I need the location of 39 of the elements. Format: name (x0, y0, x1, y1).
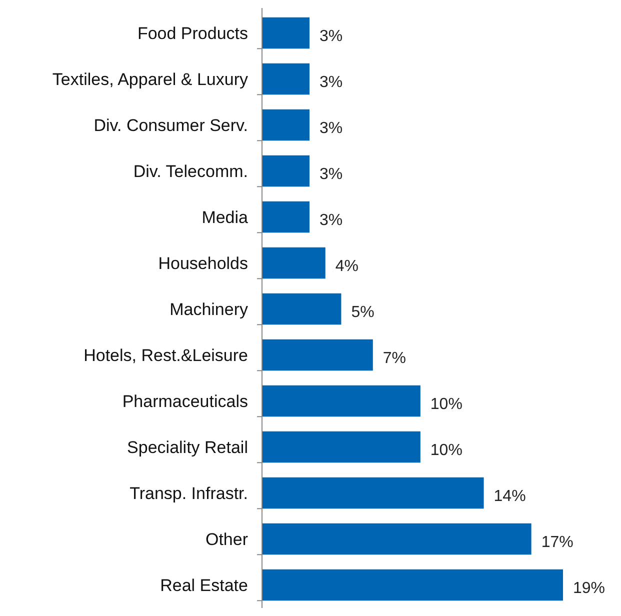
bar (262, 477, 484, 509)
y-tick-label: Hotels, Rest.&Leisure (84, 346, 248, 365)
bar (262, 63, 310, 95)
data-label: 3% (320, 120, 343, 137)
data-label: 3% (320, 212, 343, 229)
bar (262, 247, 326, 279)
bar (262, 17, 310, 49)
y-tick-label: Div. Consumer Serv. (94, 116, 248, 135)
bar (262, 293, 342, 325)
y-tick-label: Households (158, 254, 248, 273)
data-label: 3% (320, 28, 343, 45)
data-label: 10% (430, 442, 462, 459)
bar (262, 109, 310, 141)
data-label: 3% (320, 74, 343, 91)
y-tick-label: Other (205, 530, 248, 549)
data-label: 7% (382, 350, 406, 367)
y-tick-label: Transp. Infrastr. (130, 484, 248, 503)
bar (262, 155, 310, 187)
data-label: 5% (351, 304, 374, 321)
bar (262, 385, 420, 417)
bar (262, 339, 373, 371)
bar (262, 201, 310, 233)
y-tick-label: Speciality Retail (127, 438, 248, 457)
bar (262, 431, 420, 463)
data-label: 14% (494, 488, 526, 505)
y-tick-label: Div. Telecomm. (133, 162, 248, 181)
data-label: 4% (335, 258, 358, 275)
y-tick-label: Food Products (137, 24, 248, 43)
y-tick-label: Pharmaceuticals (122, 392, 248, 411)
data-label: 10% (430, 396, 462, 413)
y-tick-label: Media (202, 208, 249, 227)
data-label: 19% (573, 580, 606, 597)
y-tick-label: Textiles, Apparel & Luxury (52, 70, 248, 89)
y-tick-label: Machinery (170, 300, 248, 319)
data-label: 17% (541, 534, 574, 551)
y-tick-label: Real Estate (160, 576, 248, 595)
bar (262, 523, 532, 555)
bar (262, 569, 563, 601)
data-label: 3% (320, 166, 343, 183)
